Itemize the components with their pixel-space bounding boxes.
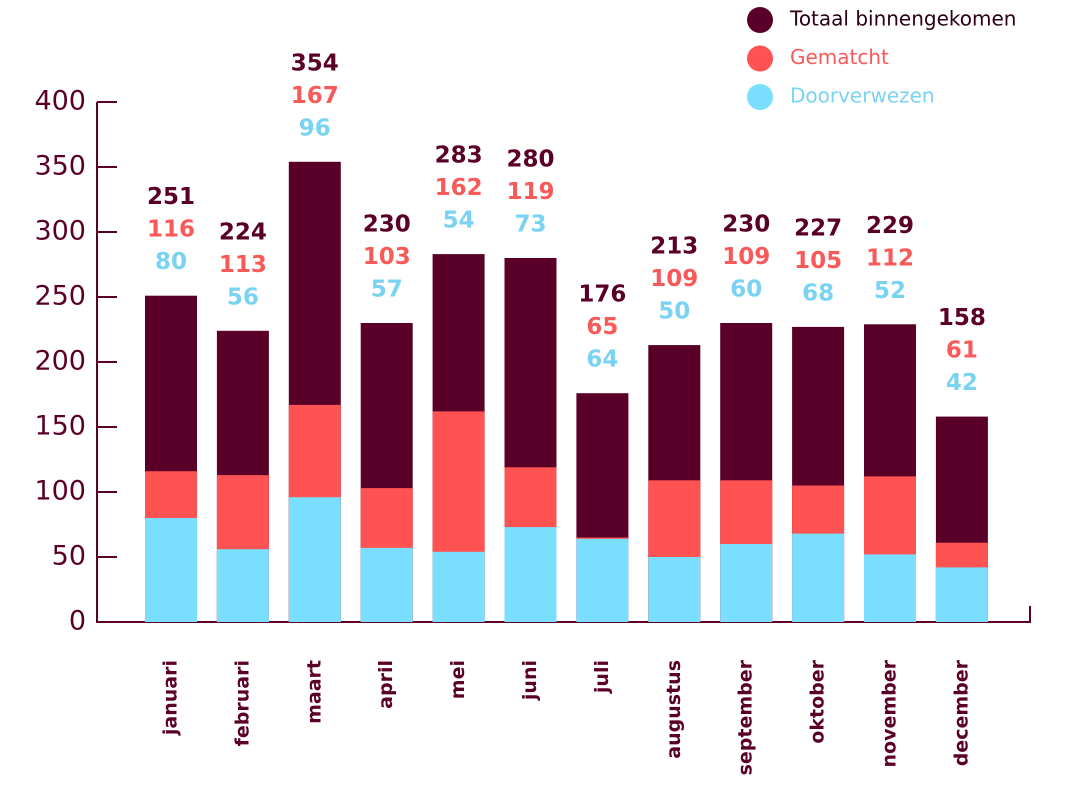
y-tick-label: 150 (34, 411, 86, 442)
bar (935, 567, 988, 622)
value-label: 224 (219, 219, 267, 245)
x-tick-label: april (375, 660, 397, 709)
value-label: 119 (506, 179, 554, 205)
value-label: 113 (219, 252, 267, 278)
x-tick-label: november (879, 659, 901, 767)
legend-label: Totaal binnengekomen (789, 7, 1016, 31)
value-label: 52 (874, 278, 906, 304)
legend-label: Gematcht (790, 45, 889, 69)
bar (864, 554, 916, 622)
value-label: 116 (147, 217, 195, 243)
value-label: 105 (794, 248, 842, 274)
x-tick-label: februari (231, 660, 253, 746)
y-tick-label: 300 (34, 216, 86, 247)
value-label: 167 (291, 83, 339, 109)
value-label: 80 (155, 249, 187, 275)
value-label: 65 (586, 314, 618, 340)
x-tick-label: juli (591, 660, 613, 694)
legend-marker (747, 7, 773, 33)
value-label: 68 (802, 280, 834, 306)
y-tick-label: 250 (34, 281, 86, 312)
value-label: 57 (371, 277, 403, 303)
y-tick-label: 200 (34, 346, 86, 377)
value-label: 109 (650, 266, 698, 292)
value-label: 176 (578, 282, 626, 308)
bar (504, 527, 557, 622)
y-tick-label: 100 (34, 476, 86, 507)
value-label: 60 (730, 277, 762, 303)
y-tick-label: 0 (69, 606, 86, 637)
value-label: 42 (946, 370, 978, 396)
x-tick-label: juni (519, 660, 541, 701)
bar (145, 518, 197, 622)
x-tick-label: oktober (807, 659, 829, 743)
bar (216, 549, 269, 622)
value-label: 54 (443, 208, 475, 234)
value-label: 229 (866, 213, 914, 239)
legend-marker (747, 84, 773, 110)
value-label: 230 (363, 212, 411, 238)
x-tick-label: september (735, 659, 757, 775)
x-tick-label: mei (447, 660, 469, 699)
x-tick-label: januari (160, 660, 182, 736)
x-tick-label: december (950, 659, 972, 766)
value-label: 64 (586, 347, 618, 373)
bar (288, 497, 341, 622)
value-label: 251 (147, 184, 195, 210)
legend-label: Doorverwezen (790, 84, 935, 108)
bar (792, 533, 845, 622)
value-label: 162 (435, 175, 483, 201)
bar (576, 538, 629, 622)
value-label: 354 (291, 50, 339, 76)
legend-marker (747, 45, 773, 72)
value-label: 280 (506, 147, 554, 173)
y-tick-label: 400 (34, 86, 86, 117)
y-tick-label: 350 (34, 151, 86, 182)
value-label: 56 (227, 284, 259, 310)
value-label: 112 (866, 245, 914, 271)
value-label: 227 (794, 215, 842, 241)
value-label: 50 (658, 299, 690, 325)
value-label: 73 (514, 212, 546, 238)
bar (432, 551, 485, 622)
value-label: 213 (650, 234, 698, 260)
value-label: 109 (722, 244, 770, 270)
value-label: 230 (722, 212, 770, 238)
value-label: 158 (938, 305, 986, 331)
value-label: 96 (299, 115, 331, 141)
value-label: 283 (435, 143, 483, 169)
x-tick-label: maart (303, 660, 325, 724)
bar (360, 547, 413, 622)
x-tick-label: augustus (663, 660, 685, 759)
y-tick-label: 50 (52, 541, 86, 572)
bar (720, 544, 773, 622)
bar (648, 557, 701, 622)
axes (96, 102, 1031, 623)
value-label: 61 (946, 338, 978, 364)
value-label: 103 (363, 244, 411, 270)
